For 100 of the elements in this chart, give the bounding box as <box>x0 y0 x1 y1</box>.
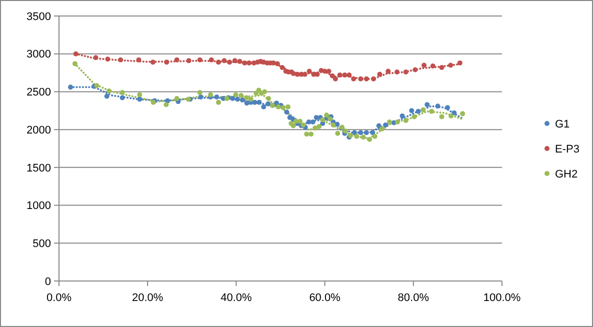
legend-label: GH2 <box>555 168 578 180</box>
point <box>376 123 382 128</box>
point <box>335 130 340 136</box>
point <box>448 62 454 68</box>
point <box>360 134 366 140</box>
point <box>197 90 202 95</box>
point <box>266 101 271 106</box>
point <box>308 132 314 137</box>
point <box>286 104 291 110</box>
point <box>403 70 408 75</box>
point <box>227 60 232 65</box>
point <box>412 114 417 120</box>
point <box>274 61 280 66</box>
point <box>137 96 142 102</box>
point <box>208 57 214 62</box>
y-tick-label: 1000 <box>26 200 51 212</box>
point <box>276 104 281 110</box>
point <box>330 122 336 128</box>
point <box>222 58 227 64</box>
point <box>332 76 338 82</box>
x-tick-label: 80.0% <box>398 292 430 304</box>
point <box>216 100 221 105</box>
point <box>354 134 360 139</box>
point <box>262 89 268 94</box>
legend-label: G1 <box>555 118 570 130</box>
point <box>198 94 204 100</box>
point <box>186 58 192 64</box>
point <box>246 60 252 66</box>
point <box>400 113 405 118</box>
point <box>306 68 312 74</box>
y-tick-label: 500 <box>32 238 51 250</box>
y-tick-label: 2000 <box>26 124 51 136</box>
point <box>287 114 292 120</box>
point <box>420 107 426 112</box>
point <box>164 102 169 108</box>
point <box>422 62 427 68</box>
point <box>379 126 384 132</box>
point <box>351 76 356 82</box>
point <box>216 60 221 65</box>
point <box>364 76 369 82</box>
point <box>382 122 388 128</box>
point <box>304 132 310 137</box>
point <box>430 63 436 68</box>
point <box>424 102 430 108</box>
y-tick-label: 1500 <box>26 162 51 174</box>
point <box>120 90 125 95</box>
point <box>174 57 180 62</box>
point <box>452 110 457 116</box>
x-tick-label: 60.0% <box>309 292 341 304</box>
point <box>435 104 440 109</box>
point <box>346 72 352 78</box>
point <box>412 67 418 72</box>
point <box>237 58 242 64</box>
point <box>280 64 285 70</box>
point <box>416 108 421 114</box>
point <box>280 105 286 110</box>
point <box>150 60 156 65</box>
point <box>242 60 248 66</box>
point <box>370 130 376 136</box>
y-tick-label: 0 <box>44 276 51 288</box>
point <box>73 51 78 56</box>
point <box>352 130 357 136</box>
point <box>364 130 369 136</box>
point <box>367 136 372 142</box>
point <box>337 72 342 78</box>
point <box>326 68 332 74</box>
point <box>460 111 466 116</box>
x-tick-label: 100.0% <box>483 292 521 304</box>
point <box>238 93 244 98</box>
point <box>72 61 78 66</box>
point <box>164 60 170 65</box>
point <box>372 134 378 139</box>
point <box>445 105 450 110</box>
point <box>310 120 316 124</box>
point <box>120 95 125 100</box>
point <box>137 92 142 98</box>
point <box>68 84 74 90</box>
x-tick-label: 40.0% <box>220 292 252 304</box>
y-tick-label: 3000 <box>26 48 51 61</box>
point <box>448 113 454 118</box>
point <box>403 118 408 123</box>
point <box>409 108 414 114</box>
point <box>230 96 236 102</box>
point <box>252 100 258 105</box>
point <box>256 100 262 105</box>
point <box>429 108 434 114</box>
point <box>244 95 249 100</box>
point <box>233 92 238 98</box>
point <box>208 92 214 98</box>
point <box>106 88 112 94</box>
point <box>274 100 280 106</box>
point <box>174 96 180 102</box>
point <box>93 55 98 60</box>
point <box>240 98 245 103</box>
x-tick-label: 0.0% <box>46 292 72 304</box>
point <box>394 70 400 75</box>
point <box>214 94 220 100</box>
point <box>254 90 259 96</box>
point <box>266 96 272 102</box>
point <box>197 57 202 62</box>
